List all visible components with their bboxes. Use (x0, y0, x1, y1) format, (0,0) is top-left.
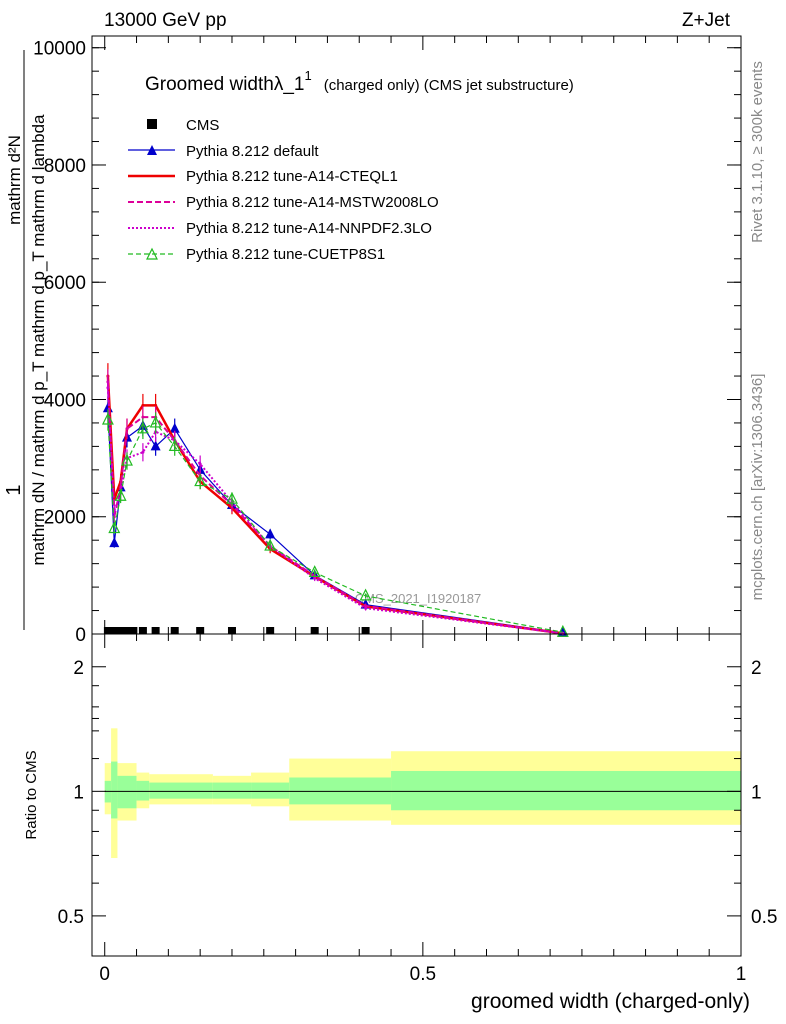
cms-points (103, 627, 370, 634)
ratio-bands (104, 728, 741, 859)
ratio-inner-band (391, 770, 741, 811)
ratio-x-tick-label: 0.5 (410, 964, 436, 985)
cms-data-point (151, 627, 160, 634)
cms-data-point (110, 627, 119, 634)
y-label-main: mathrm d²N (5, 135, 24, 225)
series-point (359, 588, 372, 601)
energy-label: 13000 GeV pp (104, 10, 227, 31)
ratio-y-ticks: 0.5 0.5 1 1 2 2 (58, 658, 778, 928)
cms-data-point (116, 627, 125, 634)
ratio-panel: 0.5 0.51 12 2 0 0.5 1 (58, 633, 778, 985)
ratio-x-tick-label: 1 (736, 964, 747, 985)
cms-data-point (361, 627, 370, 634)
chart-title: Groomed widthλ_11(charged only) (CMS jet… (145, 68, 574, 95)
ratio-y-tick-label-right: 1 (751, 782, 762, 803)
ratio-inner-band (136, 780, 150, 801)
series-point (198, 462, 202, 466)
cms-data-point (129, 627, 138, 634)
x-axis-label: groomed width (charged-only) (471, 990, 750, 1013)
main-series (101, 363, 569, 637)
legend-marker-cuetp8s1 (146, 247, 158, 260)
series-point (154, 403, 158, 407)
ratio-y-tick-label: 1 (73, 782, 84, 803)
series-line-4 (107, 419, 563, 633)
series-line-2 (106, 381, 563, 635)
series-point (141, 415, 145, 419)
ratio-inner-band (111, 761, 118, 819)
series-point (106, 386, 110, 390)
legend-cms-marker (147, 119, 157, 129)
series-point (125, 427, 129, 431)
cms-data-point (138, 627, 147, 634)
ratio-inner-band (117, 775, 137, 809)
main-y-tick-label: 2000 (44, 508, 86, 529)
series-point (168, 439, 181, 451)
ratio-inner-band (212, 782, 252, 799)
series-point (226, 491, 238, 504)
ratio-inner-band (149, 782, 213, 799)
series-point (121, 453, 133, 466)
main-y-ticks: 0 2000 4000 6000 8000 10000 (33, 39, 741, 646)
ratio-y-tick-label: 2 (73, 658, 84, 679)
legend: CMS Pythia 8.212 default Pythia 8.212 tu… (128, 117, 439, 263)
series-point (194, 474, 207, 487)
ratio-inner-band (251, 782, 290, 799)
series-point (136, 421, 149, 434)
ratio-y-tick-label-right: 0.5 (751, 907, 777, 928)
y-label-numerator: 1 (3, 484, 25, 495)
series-point (264, 538, 277, 551)
series-point (114, 488, 127, 501)
ratio-x-ticks: 0 0.5 1 (99, 634, 746, 985)
legend-label-cuetp8s1: Pythia 8.212 tune-CUETP8S1 (186, 246, 385, 263)
series-point (169, 422, 180, 433)
legend-label-cteql1: Pythia 8.212 tune-A14-CTEQL1 (186, 168, 398, 185)
watermark: CMS_2021_I1920187 (355, 591, 482, 606)
legend-cms-label: CMS (186, 117, 219, 134)
series-point (556, 624, 569, 637)
main-y-tick-label: 0 (75, 625, 86, 646)
ratio-y-tick-label-right: 2 (751, 658, 762, 679)
series-point (308, 565, 321, 578)
legend-marker-default (147, 145, 157, 155)
main-y-tick-label: 10000 (33, 39, 86, 60)
legend-label-nnpdf: Pythia 8.212 tune-A14-NNPDF2.3LO (186, 220, 432, 237)
series-point (150, 440, 161, 451)
cms-data-point (196, 627, 205, 634)
series-point (313, 576, 317, 580)
main-y-tick-label: 6000 (44, 273, 86, 294)
process-label: Z+Jet (682, 10, 731, 31)
series-point (141, 403, 145, 407)
cms-data-point (170, 627, 179, 634)
series-point (364, 606, 368, 610)
series-point (108, 521, 121, 534)
ratio-x-tick-label: 0 (99, 964, 110, 985)
ratio-y-tick-label: 0.5 (58, 907, 84, 928)
legend-label-mstw: Pythia 8.212 tune-A14-MSTW2008LO (186, 194, 439, 211)
main-panel: 0 2000 4000 6000 8000 10000 CMS_2021_I1920187… (33, 35, 742, 646)
mcplots-label: mcplots.cern.ch [arXiv:1306.3436] (749, 374, 766, 601)
rivet-label: Rivet 3.1.10, ≥ 300k events (749, 61, 766, 243)
series-line-1 (106, 375, 563, 635)
series-point (141, 450, 145, 454)
series-point (101, 412, 114, 425)
series-point (109, 537, 120, 548)
legend-label-default: Pythia 8.212 default (186, 143, 319, 160)
cms-data-point (103, 627, 112, 634)
y-label-denominator: mathrm dN / mathrm d p_T mathrm d p_T ma… (29, 114, 48, 566)
main-y-tick-label: 4000 (44, 390, 86, 411)
series-line-3 (106, 387, 563, 635)
cms-data-point (266, 627, 275, 634)
main-y-label: mathrm d²N 1 mathrm dN / mathrm d p_T ma… (3, 50, 48, 630)
cms-data-point (122, 627, 131, 634)
ratio-y-label: Ratio to CMS (23, 750, 40, 839)
series-point (149, 415, 162, 428)
ratio-frame (91, 633, 742, 957)
series-point (265, 528, 276, 539)
cms-data-point (310, 627, 319, 634)
main-y-tick-label: 8000 (44, 156, 86, 177)
cms-data-point (227, 627, 236, 634)
